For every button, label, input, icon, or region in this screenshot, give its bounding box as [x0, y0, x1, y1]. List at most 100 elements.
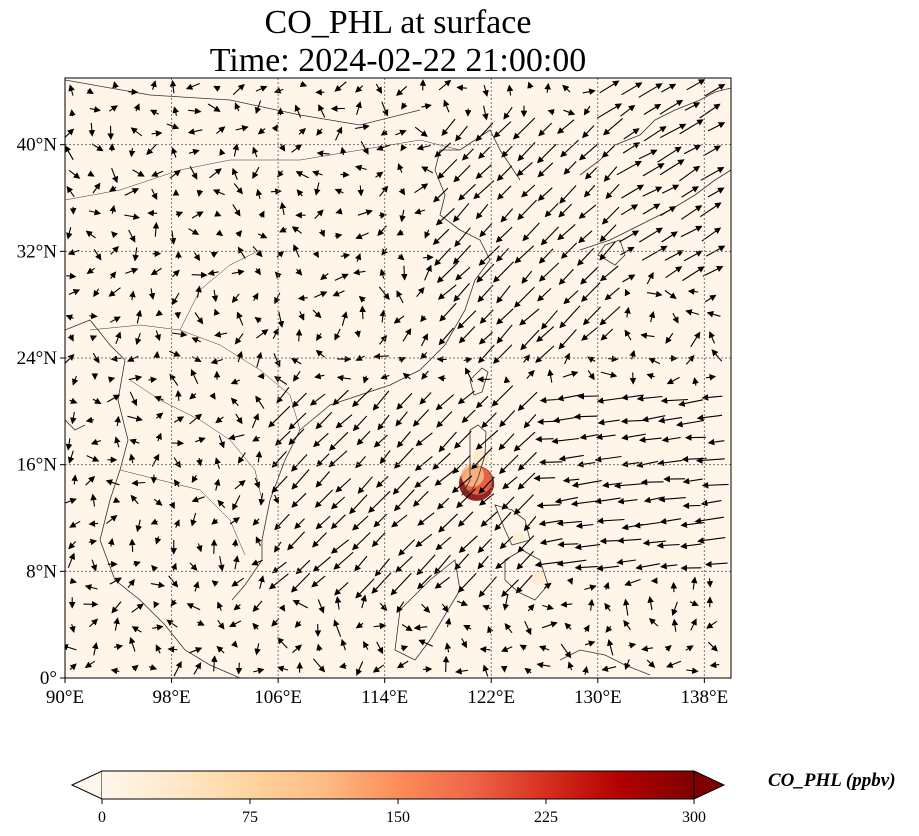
wind-arrow — [412, 490, 429, 507]
x-tick-label: 138°E — [681, 687, 729, 708]
wind-arrow — [398, 539, 415, 556]
wind-arrow — [414, 208, 426, 215]
wind-arrow — [437, 284, 457, 300]
wind-arrow — [643, 103, 662, 115]
wind-arrow — [694, 516, 724, 525]
wind-arrow — [186, 603, 201, 611]
wind-arrow — [154, 536, 162, 545]
wind-arrow — [707, 641, 718, 652]
wind-arrow — [172, 106, 179, 116]
wind-arrow — [105, 479, 120, 486]
wind-arrow — [441, 118, 456, 136]
wind-arrow — [235, 662, 243, 675]
wind-arrow — [314, 209, 324, 219]
wind-arrow — [414, 475, 429, 488]
wind-arrow — [539, 458, 563, 466]
wind-arrow — [560, 139, 579, 158]
wind-arrow — [524, 667, 532, 675]
wind-arrow — [556, 559, 587, 567]
wind-arrow — [150, 581, 166, 589]
wind-arrow — [436, 411, 453, 428]
chart-title: CO_PHL at surface — [264, 4, 532, 41]
wind-arrow — [600, 371, 618, 378]
wind-arrow — [502, 476, 518, 490]
wind-arrow — [437, 159, 458, 180]
wind-arrow — [315, 471, 330, 488]
wind-arrow — [312, 658, 326, 673]
wind-arrow — [523, 516, 537, 532]
co-hotspot — [472, 450, 489, 466]
wind-arrow — [683, 250, 703, 262]
wind-arrow — [657, 146, 682, 163]
wind-arrow — [169, 79, 177, 94]
wind-arrow — [257, 232, 268, 239]
wind-arrow — [402, 372, 411, 380]
wind-arrow — [705, 560, 728, 568]
wind-arrow — [171, 330, 188, 338]
wind-arrow — [535, 345, 555, 363]
wind-arrow — [363, 641, 370, 650]
wind-arrow — [335, 478, 352, 493]
wind-arrow — [207, 103, 221, 112]
wind-arrow — [607, 639, 614, 656]
wind-arrow — [475, 204, 489, 220]
wind-arrow — [707, 187, 725, 198]
wind-arrow — [106, 515, 118, 524]
wind-arrow — [636, 395, 663, 402]
wind-arrow — [89, 106, 101, 113]
chart-subtitle: Time: 2024-02-22 21:00:00 — [209, 42, 587, 79]
wind-arrow — [252, 292, 259, 301]
wind-arrow — [696, 457, 725, 464]
wind-arrow — [495, 226, 513, 243]
wind-arrow — [564, 622, 572, 630]
wind-arrow — [560, 643, 572, 659]
wind-arrow — [88, 122, 96, 137]
wind-arrow — [252, 146, 259, 158]
wind-arrow — [414, 455, 433, 471]
wind-arrow — [519, 308, 540, 326]
wind-arrow — [479, 646, 491, 653]
wind-arrow — [680, 225, 703, 238]
wind-arrow — [437, 497, 450, 510]
wind-arrow — [563, 161, 577, 175]
wind-arrow — [661, 231, 678, 243]
wind-arrow — [173, 661, 182, 677]
wind-arrow — [501, 496, 515, 510]
wind-arrow — [216, 126, 226, 135]
colorbar-tick-label: 150 — [386, 809, 410, 826]
wind-arrow — [638, 436, 662, 444]
wind-arrow — [558, 203, 572, 218]
wind-arrow — [475, 429, 499, 450]
wind-arrow — [111, 231, 118, 239]
wind-arrow — [355, 101, 362, 116]
wind-arrow — [562, 84, 571, 93]
wind-arrow — [276, 386, 290, 404]
wind-arrow — [638, 149, 658, 160]
wind-arrow — [127, 579, 135, 589]
wind-arrow — [309, 393, 326, 406]
wind-arrow — [551, 437, 580, 445]
wind-arrow — [479, 223, 493, 238]
wind-arrow — [336, 374, 351, 382]
wind-arrow — [670, 581, 678, 593]
wind-arrow — [587, 369, 595, 381]
wind-arrow — [268, 405, 291, 428]
wind-arrow — [360, 594, 367, 609]
wind-arrow — [255, 395, 265, 409]
wind-arrow — [355, 455, 367, 469]
wind-arrow — [288, 412, 307, 430]
wind-arrow — [536, 502, 561, 509]
wind-arrow — [131, 603, 144, 613]
wind-arrow — [496, 285, 511, 304]
wind-arrow — [379, 185, 389, 197]
wind-arrow — [701, 227, 722, 242]
wind-arrow — [214, 210, 222, 217]
wind-arrow — [478, 331, 493, 345]
wind-arrow — [497, 185, 512, 200]
wind-arrow — [664, 644, 672, 652]
wind-arrow — [477, 555, 489, 570]
wind-arrow — [234, 102, 241, 112]
wind-arrow — [544, 203, 559, 218]
wind-arrow — [216, 645, 225, 654]
wind-arrow — [150, 518, 158, 525]
